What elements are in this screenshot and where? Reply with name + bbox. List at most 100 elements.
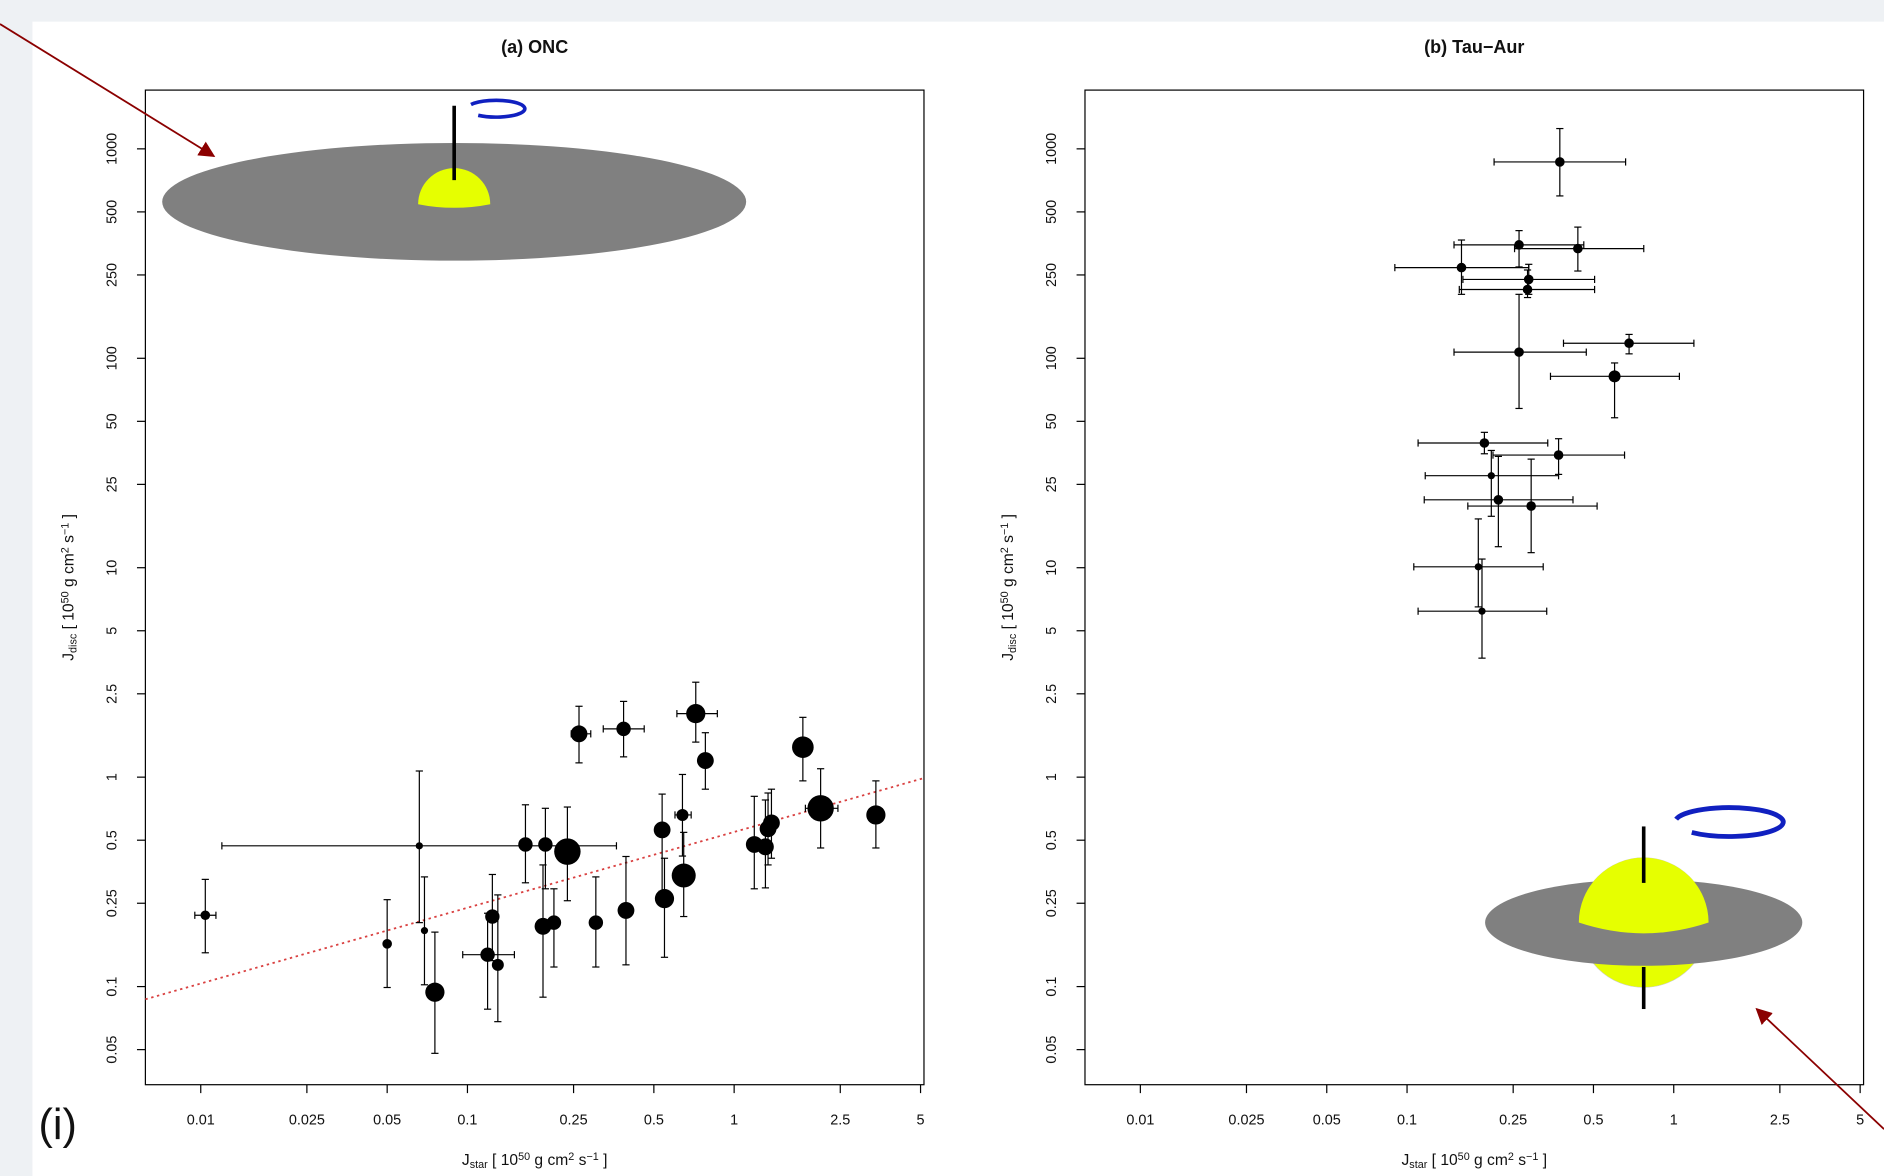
- y-tick-label: 0.5: [1044, 830, 1060, 850]
- y-tick-label: 0.1: [105, 977, 121, 997]
- data-point: [676, 808, 689, 821]
- trend-line: [145, 777, 925, 1001]
- axis-label-part: 2: [568, 1151, 574, 1163]
- y-axis-label: Jdisc [ 1050 g cm2 s−1 ]: [999, 514, 1019, 661]
- axis-label-part: J: [1000, 653, 1017, 661]
- data-point: [415, 842, 423, 850]
- axis-label-part: g cm: [60, 553, 77, 591]
- x-tick-label: 0.1: [1397, 1112, 1417, 1128]
- axis-label-part: [ 10: [1427, 1152, 1458, 1169]
- y-tick-label: 100: [1044, 346, 1060, 370]
- y-tick-label: 0.1: [1044, 977, 1060, 997]
- data-point: [763, 814, 780, 832]
- chart-title: (b) Tau−Aur: [1424, 37, 1524, 57]
- axis-label-part: −1: [586, 1151, 598, 1163]
- x-tick-label: 0.5: [644, 1112, 664, 1128]
- data-point: [425, 982, 445, 1002]
- data-point: [1487, 472, 1495, 480]
- y-tick-label: 1000: [1044, 133, 1060, 165]
- x-tick-label: 5: [1856, 1112, 1864, 1128]
- axis-label-part: −1: [999, 523, 1011, 535]
- y-tick-label: 5: [105, 627, 121, 635]
- y-tick-label: 1: [105, 773, 121, 781]
- axis-label-part: s: [1514, 1152, 1526, 1169]
- y-tick-label: 50: [105, 413, 121, 429]
- data-point: [480, 947, 495, 962]
- y-tick-label: 100: [105, 346, 121, 370]
- axis-label-part: [ 10: [60, 603, 77, 634]
- data-point: [1555, 157, 1565, 167]
- axis-label-part: star: [470, 1159, 488, 1171]
- y-tick-label: 25: [105, 476, 121, 492]
- page-label: (i): [38, 1101, 76, 1149]
- disc-illustration: [0, 23, 747, 261]
- data-point: [1479, 438, 1490, 448]
- x-tick-label: 2.5: [1770, 1112, 1790, 1128]
- data-point: [546, 915, 562, 930]
- axis-label-part: [ 10: [1000, 603, 1017, 634]
- axis-label-part: 50: [1458, 1151, 1470, 1163]
- x-tick-label: 0.5: [1583, 1112, 1603, 1128]
- data-point: [696, 752, 714, 769]
- y-tick-label: 500: [1044, 200, 1060, 224]
- axis-label-part: ]: [1538, 1152, 1547, 1169]
- data-point: [1474, 563, 1482, 571]
- x-tick-label: 1: [730, 1112, 738, 1128]
- axis-label-part: −1: [1526, 1151, 1538, 1163]
- star-illustration: [1485, 805, 1884, 1130]
- axis-label-part: star: [1409, 1159, 1427, 1171]
- x-tick-label: 0.1: [457, 1112, 477, 1128]
- axis-label-part: disc: [67, 633, 79, 653]
- data-point: [1573, 243, 1583, 254]
- chart-title: (a) ONC: [501, 37, 568, 57]
- axis-label-part: 2: [59, 547, 71, 553]
- y-tick-label: 10: [105, 560, 121, 576]
- axis-label-part: 50: [518, 1151, 530, 1163]
- data-point: [518, 837, 533, 852]
- axis-label-part: s: [60, 535, 77, 547]
- axis-label-part: 50: [59, 591, 71, 603]
- plot-frame: [144, 89, 925, 1086]
- x-tick-label: 2.5: [830, 1112, 850, 1128]
- y-tick-label: 1: [1044, 773, 1060, 781]
- y-tick-label: 500: [105, 200, 121, 224]
- axis-label-part: 2: [1508, 1151, 1514, 1163]
- data-point: [792, 736, 814, 759]
- data-point: [1493, 494, 1504, 505]
- y-tick-label: 0.25: [1044, 889, 1060, 917]
- data-point: [1514, 240, 1524, 250]
- data-point: [653, 821, 671, 839]
- axis-label-part: J: [60, 653, 77, 661]
- axis-label-part: g cm: [1470, 1152, 1508, 1169]
- panels: (a) ONC 0.01 0.025 0.05 0.1 0.25 0.5 1 2.5 5 0.05 0…: [59, 37, 1865, 1171]
- axis-label-part: g cm: [1000, 553, 1017, 591]
- y-tick-label: 25: [1044, 476, 1060, 492]
- x-tick-label: 0.25: [1499, 1112, 1527, 1128]
- data-point: [866, 805, 886, 825]
- y-axis-label: Jdisc [ 1050 g cm2 s−1 ]: [59, 514, 79, 661]
- data-point: [1523, 274, 1534, 285]
- axis-label-part: ]: [60, 514, 77, 523]
- data-point: [654, 889, 675, 909]
- y-tick-label: 250: [1044, 263, 1060, 287]
- data-point: [588, 915, 604, 930]
- data-point: [686, 704, 706, 724]
- data-point: [1522, 284, 1533, 295]
- axis-label-part: J: [462, 1152, 470, 1169]
- data-point: [757, 838, 774, 856]
- axis-label-part: s: [1000, 535, 1017, 547]
- x-axis-label: Jstar [ 1050 g cm2 s−1 ]: [462, 1151, 608, 1171]
- data-point: [1553, 450, 1564, 460]
- data-point: [807, 795, 834, 822]
- y-tick-label: 2.5: [1044, 684, 1060, 704]
- data-point: [538, 837, 553, 852]
- axis-label-part: disc: [1007, 633, 1019, 653]
- x-tick-label: 0.025: [1228, 1112, 1264, 1128]
- y-tick-label: 50: [1044, 413, 1060, 429]
- y-tick-label: 1000: [105, 133, 121, 165]
- axis-label-part: J: [1401, 1152, 1409, 1169]
- data-point: [420, 927, 429, 935]
- y-tick-label: 10: [1044, 560, 1060, 576]
- data-point: [671, 863, 696, 888]
